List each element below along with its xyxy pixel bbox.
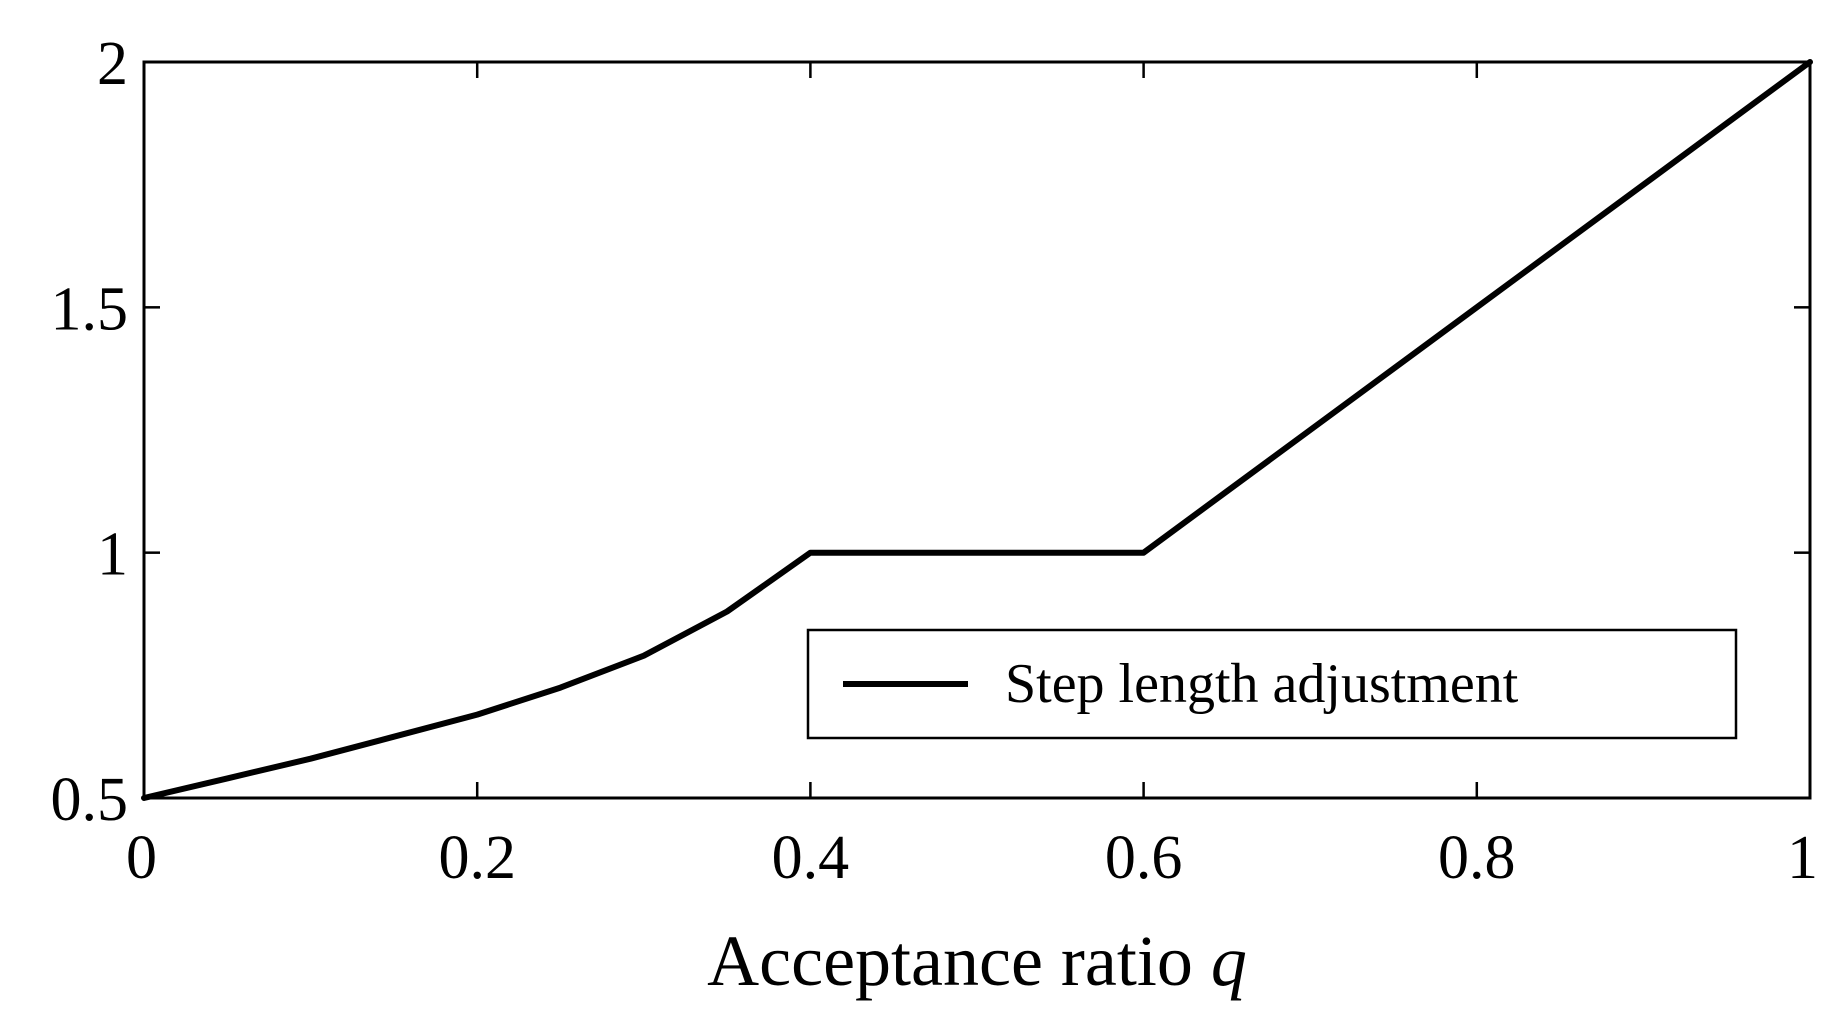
- x-tick-label: 0: [126, 824, 157, 892]
- x-tick-label: 0.4: [772, 824, 850, 892]
- legend: Step length adjustment: [806, 628, 1738, 740]
- axis-tick-labels: 0 0.2 0.4 0.6 0.8 1 0.5 1 1.5 2: [51, 30, 1819, 892]
- x-axis-label: Acceptance ratio q: [707, 921, 1247, 1001]
- y-tick-label: 1.5: [51, 275, 129, 343]
- x-tick-label: 0.6: [1105, 824, 1183, 892]
- y-tick-label: 2: [97, 30, 128, 98]
- y-tick-label: 1: [97, 521, 128, 589]
- x-axis-label-variable: q: [1211, 921, 1247, 1001]
- legend-label: Step length adjustment: [1005, 653, 1519, 715]
- x-axis-label-text: Acceptance ratio: [707, 921, 1193, 1001]
- x-tick-label: 1: [1787, 824, 1818, 892]
- series-layer: [141, 59, 1813, 801]
- x-tick-label: 0.2: [438, 824, 516, 892]
- series-line-step-length-adjustment: [141, 59, 1813, 801]
- plot-area-frame: [142, 60, 1812, 800]
- x-tick-label: 0.8: [1438, 824, 1516, 892]
- y-tick-label: 0.5: [51, 766, 129, 834]
